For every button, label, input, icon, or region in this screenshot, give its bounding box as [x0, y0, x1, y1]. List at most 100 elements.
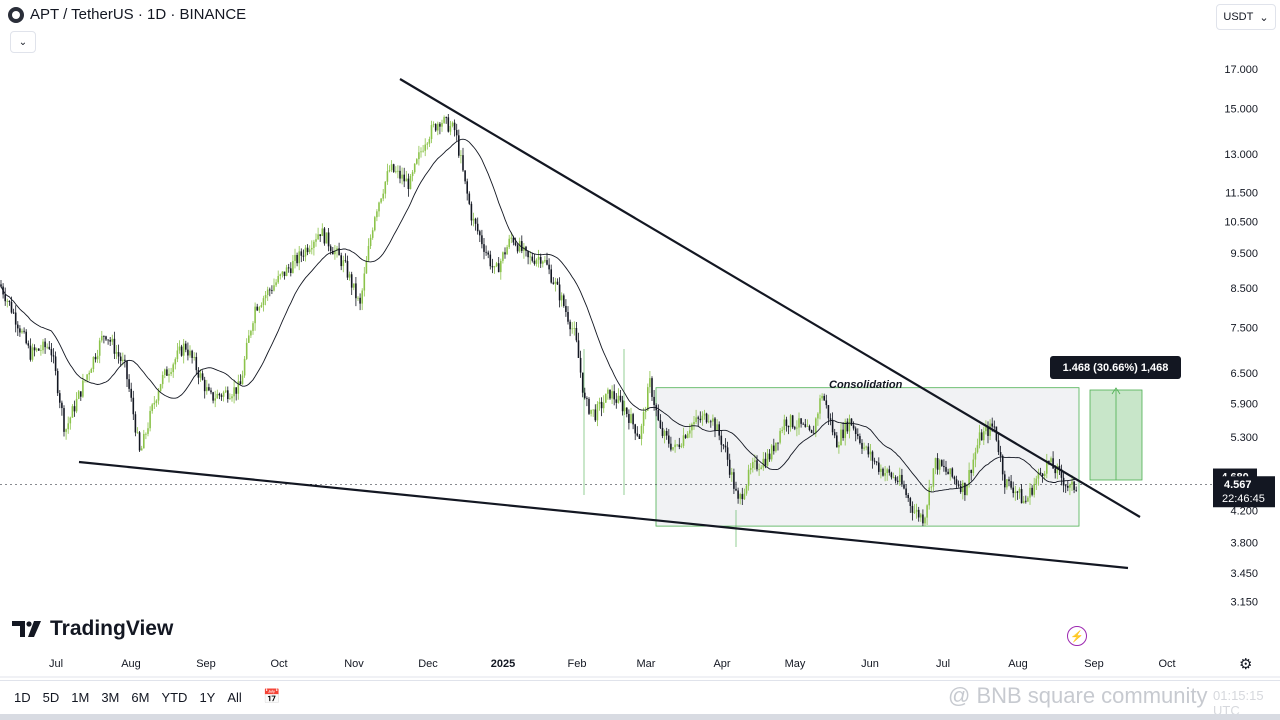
- candle-body: [535, 259, 538, 264]
- candle-body: [323, 228, 326, 244]
- candle-body: [298, 251, 300, 264]
- candle-body: [556, 281, 559, 285]
- gear-icon[interactable]: ⚙: [1239, 656, 1253, 673]
- currency-selector[interactable]: USDT ⌄: [1216, 4, 1276, 30]
- candle-body: [378, 202, 380, 212]
- tradingview-logo[interactable]: TradingView: [12, 617, 173, 641]
- candle-body: [334, 250, 336, 255]
- candle-body: [766, 453, 769, 466]
- price-axis-tick: 8.500: [1230, 283, 1258, 295]
- candle-body: [705, 413, 708, 423]
- candle-body: [52, 355, 55, 357]
- candle-body: [991, 423, 993, 427]
- candle-body: [632, 414, 634, 425]
- lower-trendline[interactable]: [78, 460, 1129, 570]
- candle-body: [35, 348, 38, 351]
- candle-body: [508, 238, 510, 248]
- candle-body: [71, 406, 74, 418]
- candle-body: [836, 435, 838, 448]
- candle-body: [741, 494, 744, 500]
- candle-body: [302, 255, 305, 257]
- range-button-ytd[interactable]: YTD: [161, 690, 188, 705]
- candle-body: [382, 193, 384, 199]
- range-button-1m[interactable]: 1M: [71, 690, 90, 705]
- candle-body: [1048, 460, 1050, 463]
- candle-body: [153, 402, 156, 405]
- candle-body: [642, 412, 645, 426]
- price-axis-tick: 4.200: [1230, 506, 1258, 518]
- candle-body: [27, 343, 30, 346]
- time-axis-label: Apr: [713, 658, 730, 670]
- candle-body: [716, 424, 718, 431]
- lightning-icon[interactable]: ⚡: [1067, 626, 1087, 646]
- candle-body: [474, 218, 477, 224]
- candle-body: [168, 373, 170, 376]
- range-button-5d[interactable]: 5D: [42, 690, 60, 705]
- range-button-1d[interactable]: 1D: [14, 690, 31, 705]
- candle-body: [338, 248, 340, 256]
- calendar-icon[interactable]: 📅: [263, 688, 281, 704]
- candle-body: [840, 429, 842, 446]
- candle-body: [332, 250, 334, 255]
- candle-body: [686, 433, 689, 438]
- range-button-all[interactable]: All: [227, 690, 242, 705]
- consolidation-box[interactable]: [655, 387, 1080, 527]
- candle-body: [306, 247, 309, 253]
- candle-body: [430, 125, 433, 140]
- candle-body: [1029, 487, 1031, 498]
- price-axis-tick: 15.000: [1224, 104, 1258, 116]
- candle-body: [854, 428, 857, 435]
- candle-body: [290, 268, 292, 273]
- candle-body: [815, 418, 817, 434]
- candle-body: [264, 295, 267, 299]
- collapse-legend-button[interactable]: ⌄: [10, 31, 36, 53]
- candle-body: [581, 372, 584, 393]
- candle-body: [575, 327, 578, 341]
- range-button-3m[interactable]: 3M: [101, 690, 120, 705]
- candle-body: [537, 256, 540, 260]
- candle-body: [983, 431, 985, 441]
- candle-body: [443, 117, 445, 123]
- candle-body: [1067, 485, 1069, 488]
- candle-body: [407, 178, 410, 189]
- candle-body: [710, 421, 712, 423]
- range-button-1y[interactable]: 1Y: [199, 690, 216, 705]
- candle-body: [756, 460, 758, 470]
- candle-body: [386, 171, 389, 182]
- candle-body: [565, 305, 567, 312]
- candle-body: [521, 241, 523, 251]
- candle-body: [823, 395, 825, 401]
- candle-body: [842, 429, 844, 439]
- candle-body: [915, 509, 918, 512]
- bottom-strip: [0, 714, 1280, 720]
- candle-body: [943, 465, 945, 468]
- candle-body: [105, 336, 107, 340]
- measure-tooltip-text: 1.468 (30.66%) 1,468: [1063, 362, 1169, 374]
- candle-body: [731, 472, 733, 475]
- candle-body: [17, 324, 19, 329]
- candle-body: [865, 446, 867, 448]
- candle-body: [777, 442, 779, 444]
- candle-body: [355, 283, 357, 299]
- candle-body: [462, 155, 464, 171]
- candle-body: [384, 181, 387, 194]
- candle-body: [1062, 477, 1065, 486]
- candle-body: [38, 348, 40, 351]
- symbol-header[interactable]: APT / TetherUS · 1D · BINANCE: [8, 6, 246, 23]
- candle-body: [949, 468, 951, 475]
- candle-body: [256, 306, 258, 311]
- candle-body: [155, 400, 158, 403]
- candle-body: [892, 477, 895, 479]
- upper-trendline[interactable]: [399, 78, 1141, 518]
- candle-body: [458, 135, 460, 156]
- candle-body: [1041, 473, 1044, 477]
- range-button-6m[interactable]: 6M: [131, 690, 150, 705]
- candle-body: [374, 217, 376, 231]
- candle-body: [77, 391, 80, 399]
- candle-body: [224, 390, 227, 393]
- candle-body: [665, 431, 668, 436]
- candle-body: [745, 485, 748, 494]
- candle-body: [376, 211, 378, 218]
- candle-body: [844, 421, 846, 439]
